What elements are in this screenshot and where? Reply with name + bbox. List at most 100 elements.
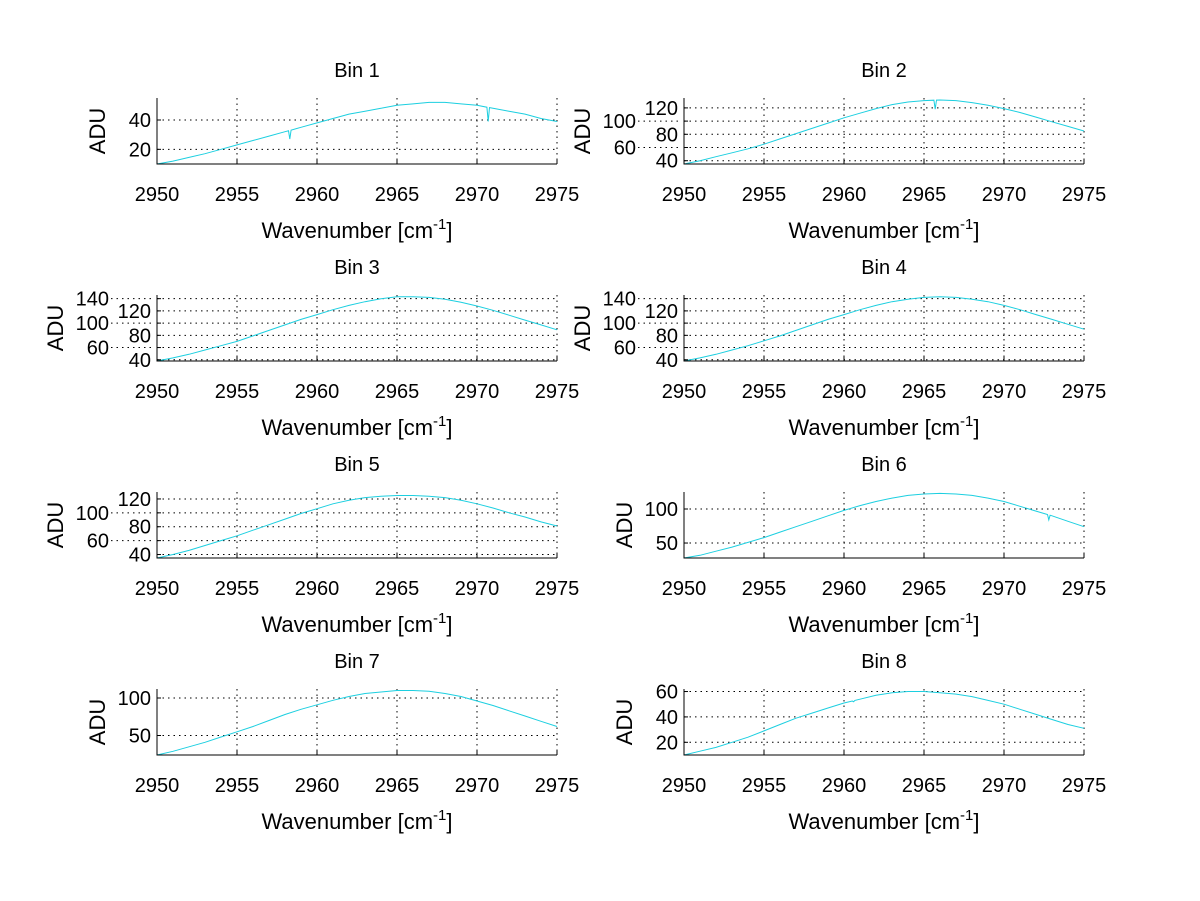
x-tick-label: 2975	[1062, 381, 1107, 403]
x-tick-label: 2975	[1062, 578, 1107, 600]
x-axis-label-superscript: -1	[960, 610, 973, 627]
y-tick-label: 100	[76, 313, 109, 335]
x-tick-label: 2970	[982, 381, 1027, 403]
x-tick-label: 2960	[295, 184, 340, 206]
series-line	[156, 296, 558, 362]
y-axis-label: ADU	[85, 699, 110, 745]
y-tick-label: 80	[129, 517, 151, 539]
series-line	[683, 492, 1085, 559]
x-axis-label: Wavenumber [cm-1]	[788, 216, 979, 243]
x-tick-label: 2955	[742, 578, 787, 600]
y-tick-label: 60	[614, 138, 636, 160]
x-axis-label-superscript: -1	[960, 413, 973, 430]
x-axis-label-text: Wavenumber [cm	[261, 612, 433, 637]
x-tick-label: 2955	[215, 184, 260, 206]
x-axis-label-end: ]	[446, 612, 452, 637]
x-axis-label: Wavenumber [cm-1]	[788, 413, 979, 440]
x-tick-label: 2950	[135, 578, 180, 600]
y-axis-label: ADU	[612, 502, 637, 548]
x-axis-label: Wavenumber [cm-1]	[788, 807, 979, 834]
x-tick-label: 2975	[535, 381, 580, 403]
x-axis-label: Wavenumber [cm-1]	[261, 413, 452, 440]
x-tick-label: 2960	[295, 578, 340, 600]
y-tick-label: 100	[118, 688, 151, 710]
subplot-7: 2950 2955 2960 2965 2970 2975 50 100 Bin 7 Wavenu…	[85, 651, 579, 834]
subplot-title: Bin 8	[861, 651, 907, 673]
y-tick-label: 60	[87, 531, 109, 553]
y-tick-label: 120	[118, 301, 151, 323]
x-axis-label-end: ]	[446, 218, 452, 243]
x-axis-label-end: ]	[446, 809, 452, 834]
subplot-title: Bin 6	[861, 454, 907, 476]
axis-lines	[683, 492, 1084, 559]
y-tick-label: 100	[76, 503, 109, 525]
x-tick-label: 2955	[215, 381, 260, 403]
x-axis-label-text: Wavenumber [cm	[788, 415, 960, 440]
x-axis-label-text: Wavenumber [cm	[261, 415, 433, 440]
series-line	[683, 691, 1085, 756]
x-axis-label-end: ]	[973, 809, 979, 834]
y-axis-label: ADU	[570, 305, 595, 351]
series-line	[156, 495, 558, 559]
x-tick-label: 2960	[295, 775, 340, 797]
y-axis-label: ADU	[612, 699, 637, 745]
x-tick-label: 2950	[662, 184, 707, 206]
subplot-1: 2950 2955 2960 2965 2970 2975 20 40 Bin 1 Wavenum…	[85, 60, 579, 243]
series-line	[156, 101, 558, 165]
y-axis-label: ADU	[43, 502, 68, 548]
y-tick-label: 50	[129, 726, 151, 748]
x-axis-label: Wavenumber [cm-1]	[261, 807, 452, 834]
x-tick-label: 2965	[902, 381, 947, 403]
subplot-title: Bin 1	[334, 60, 380, 82]
y-axis-label: ADU	[85, 108, 110, 154]
y-tick-label: 140	[76, 289, 109, 311]
y-tick-label: 120	[118, 489, 151, 511]
x-axis-label: Wavenumber [cm-1]	[261, 216, 452, 243]
x-tick-label: 2950	[662, 381, 707, 403]
subplot-5: 2950 2955 2960 2965 2970 2975 40 60 80 100 120 Bin …	[43, 454, 579, 637]
axis-lines	[683, 98, 1084, 165]
x-tick-label: 2965	[375, 578, 420, 600]
subplot-title: Bin 2	[861, 60, 907, 82]
series-line	[683, 99, 1085, 165]
y-tick-label: 20	[129, 139, 151, 161]
x-axis-label-superscript: -1	[433, 807, 446, 824]
x-axis-label-superscript: -1	[433, 413, 446, 430]
x-axis-label-end: ]	[973, 415, 979, 440]
subplot-title: Bin 7	[334, 651, 380, 673]
x-tick-label: 2970	[982, 775, 1027, 797]
x-tick-label: 2960	[822, 381, 867, 403]
subplot-title: Bin 5	[334, 454, 380, 476]
x-tick-label: 2975	[535, 184, 580, 206]
x-axis-label-superscript: -1	[960, 216, 973, 233]
x-tick-label: 2970	[455, 578, 500, 600]
y-tick-label: 40	[129, 110, 151, 132]
y-tick-label: 100	[603, 313, 636, 335]
x-tick-label: 2955	[742, 184, 787, 206]
x-tick-label: 2965	[375, 184, 420, 206]
axis-lines	[156, 98, 557, 165]
subplot-8: 2950 2955 2960 2965 2970 2975 20 40 60 Bin 8 Waven…	[612, 651, 1106, 834]
y-tick-label: 50	[656, 533, 678, 555]
axis-lines	[683, 689, 1084, 756]
axis-lines	[156, 295, 557, 362]
x-axis-label-text: Wavenumber [cm	[261, 218, 433, 243]
x-axis-label-text: Wavenumber [cm	[788, 218, 960, 243]
x-tick-label: 2975	[1062, 775, 1107, 797]
x-tick-label: 2960	[822, 184, 867, 206]
y-tick-label: 80	[656, 124, 678, 146]
y-axis-label: ADU	[43, 305, 68, 351]
x-axis-label-end: ]	[973, 218, 979, 243]
y-tick-label: 60	[87, 338, 109, 360]
axis-lines	[156, 492, 557, 559]
x-tick-label: 2950	[662, 775, 707, 797]
x-tick-label: 2970	[455, 381, 500, 403]
x-axis-label-end: ]	[446, 415, 452, 440]
y-tick-label: 40	[656, 151, 678, 173]
x-axis-label-text: Wavenumber [cm	[788, 612, 960, 637]
y-tick-label: 100	[645, 499, 678, 521]
x-tick-label: 2955	[215, 578, 260, 600]
subplot-6: 2950 2955 2960 2965 2970 2975 50 100 Bin 6 Wavenu…	[612, 454, 1106, 637]
x-tick-label: 2960	[822, 578, 867, 600]
subplot-4: 2950 2955 2960 2965 2970 2975 40 60 80 100 120 140 B…	[570, 257, 1106, 440]
